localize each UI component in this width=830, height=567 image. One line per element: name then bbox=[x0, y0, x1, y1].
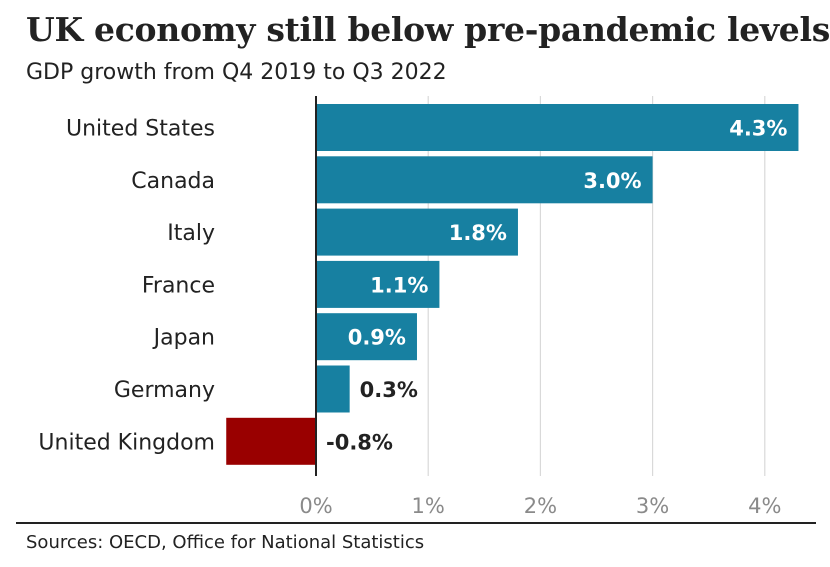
x-tick-label: 0% bbox=[299, 494, 332, 518]
bar bbox=[316, 156, 653, 204]
value-label: 1.8% bbox=[449, 221, 507, 245]
value-labels: 4.3% 3.0% 1.8% 1.1% 0.9% 0.3% -0.8% bbox=[326, 117, 787, 455]
bar bbox=[316, 260, 440, 308]
gridlines bbox=[427, 96, 766, 476]
bar bbox=[316, 313, 417, 361]
x-tick-label: 4% bbox=[748, 494, 781, 518]
value-label: -0.8% bbox=[326, 430, 393, 454]
source-note: Sources: OECD, Office for National Stati… bbox=[26, 532, 425, 553]
chart-subtitle: GDP growth from Q4 2019 to Q3 2022 bbox=[26, 60, 447, 85]
category-label: France bbox=[142, 273, 215, 298]
value-label: 0.9% bbox=[348, 326, 406, 350]
bar bbox=[316, 365, 350, 413]
bar bbox=[316, 104, 799, 151]
category-label: United Kingdom bbox=[38, 430, 215, 455]
x-tick-label: 3% bbox=[636, 494, 669, 518]
category-label: Italy bbox=[167, 221, 215, 246]
category-label: Germany bbox=[114, 378, 215, 403]
x-tick-label: 1% bbox=[412, 494, 445, 518]
source-divider bbox=[16, 522, 816, 524]
bar bbox=[316, 208, 518, 256]
category-label: Canada bbox=[131, 169, 215, 194]
value-label: 4.3% bbox=[729, 117, 787, 141]
x-tick-label: 2% bbox=[524, 494, 557, 518]
bars bbox=[226, 104, 799, 465]
value-label: 0.3% bbox=[360, 378, 418, 402]
category-labels: United States Canada Italy France Japan Germa… bbox=[38, 117, 215, 456]
value-label: 1.1% bbox=[370, 273, 428, 297]
bar-chart: United States Canada Italy France Japan Germa… bbox=[38, 96, 799, 518]
category-label: Japan bbox=[152, 326, 215, 351]
category-label: United States bbox=[66, 117, 215, 142]
chart-title: UK economy still below pre-pandemic leve… bbox=[26, 10, 830, 49]
x-tick-labels: 0% 1% 2% 3% 4% bbox=[299, 494, 781, 518]
bar bbox=[226, 417, 316, 465]
value-label: 3.0% bbox=[583, 169, 641, 193]
